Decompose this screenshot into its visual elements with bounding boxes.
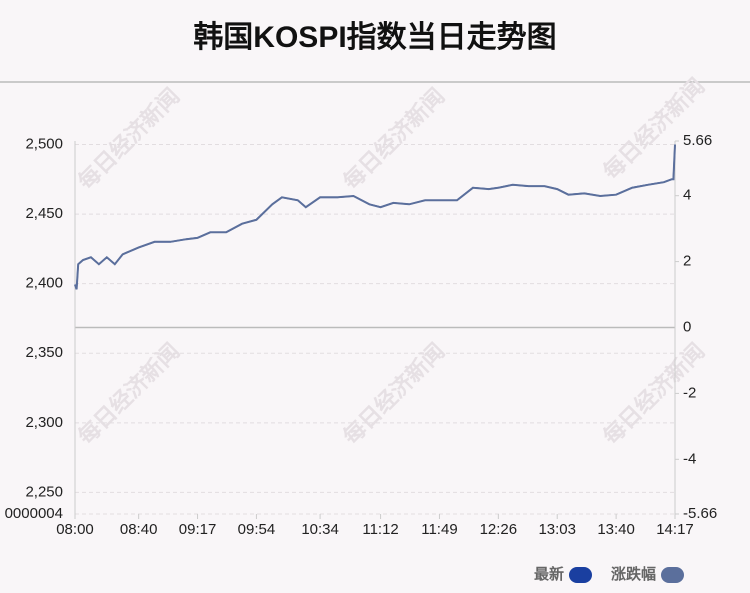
legend-label: 涨跌幅 xyxy=(611,565,656,583)
y-tick-label: 0000004 xyxy=(5,505,63,522)
x-tick-label: 13:03 xyxy=(538,521,576,538)
y2-tick-label: -4 xyxy=(683,450,696,467)
y-tick-label: 2,250 xyxy=(25,483,63,500)
y2-tick-label: 2 xyxy=(683,253,691,270)
x-tick-label: 11:49 xyxy=(421,521,457,538)
x-tick-label: 13:40 xyxy=(597,521,635,538)
x-tick-label: 12:26 xyxy=(480,521,518,538)
y2-tick-label: 4 xyxy=(683,187,691,204)
y-tick-label: 2,500 xyxy=(25,135,63,152)
y2-tick-label: -2 xyxy=(683,384,696,401)
y-tick-label: 2,350 xyxy=(25,344,63,361)
x-tick-label: 08:40 xyxy=(120,521,158,538)
x-tick-label: 09:17 xyxy=(179,521,217,538)
y-tick-label: 2,300 xyxy=(25,414,63,431)
legend-swatch xyxy=(661,567,684,583)
x-tick-label: 11:12 xyxy=(362,521,398,538)
x-tick-label: 14:17 xyxy=(656,521,694,538)
y-tick-label: 2,400 xyxy=(25,275,63,292)
series-line xyxy=(74,144,676,290)
y2-tick-label: -5.66 xyxy=(683,505,717,522)
legend-label: 最新 xyxy=(534,565,564,583)
legend-swatch xyxy=(569,567,592,583)
x-tick-label: 08:00 xyxy=(56,521,94,538)
y2-tick-label: 0 xyxy=(683,318,691,335)
y2-tick-label: 5.66 xyxy=(683,132,712,149)
x-tick-label: 09:54 xyxy=(238,521,276,538)
x-tick-label: 10:34 xyxy=(301,521,339,538)
chart-title: 韩国KOSPI指数当日走势图 xyxy=(193,21,556,54)
y-tick-label: 2,450 xyxy=(25,205,63,222)
